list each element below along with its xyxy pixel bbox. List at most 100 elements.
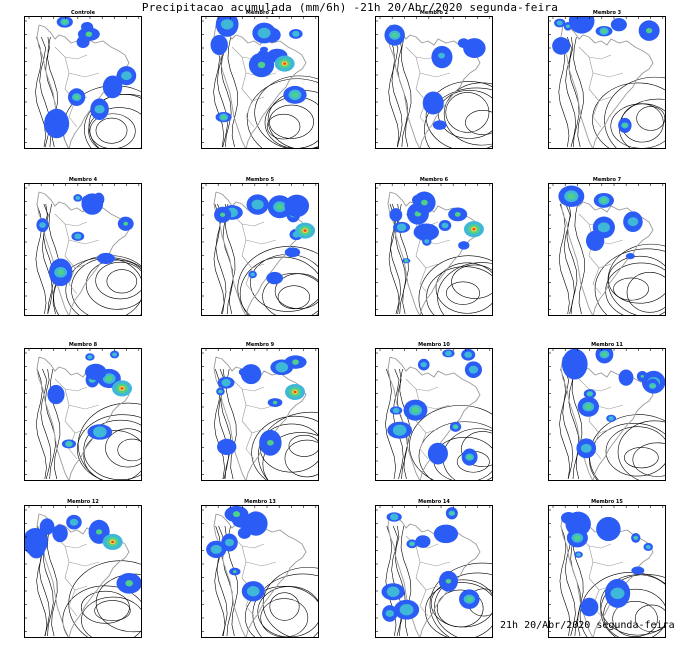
precipitation-field [387, 349, 483, 466]
forecast-map-panel [548, 183, 666, 316]
map-canvas [25, 17, 141, 148]
forecast-map-panel [375, 505, 493, 638]
forecast-map-panel [548, 16, 666, 149]
forecast-map-panel [375, 348, 493, 481]
forecast-map-panel [24, 16, 142, 149]
country-borders [578, 46, 624, 128]
country-borders [231, 213, 277, 295]
map-canvas [376, 184, 492, 315]
panel-label: Membro 4 [68, 177, 98, 183]
map-canvas [549, 349, 665, 480]
precipitation-field [561, 349, 665, 459]
precipitation-field [552, 17, 660, 134]
country-borders [54, 46, 100, 128]
forecast-map-panel [375, 183, 493, 316]
precipitation-field [560, 511, 653, 617]
country-borders [405, 378, 451, 460]
coastline [387, 191, 481, 315]
map-canvas [202, 506, 318, 637]
axis-ticks [549, 17, 664, 143]
precipitation-field [210, 17, 307, 123]
panel-label: Membro 13 [244, 499, 276, 505]
forecast-map-panel [24, 505, 142, 638]
country-borders [578, 378, 624, 460]
isobar-contours [558, 36, 665, 148]
isobar-contours [558, 203, 665, 315]
panel-label: Membro 10 [418, 342, 450, 348]
forecast-map-panel [24, 348, 142, 481]
axis-ticks [25, 506, 140, 632]
precipitation-field [216, 355, 307, 456]
axis-ticks [25, 17, 140, 143]
footer-timestamp: 21h 20/Abr/2020 segunda-feira [500, 620, 675, 631]
forecast-map-panel [24, 183, 142, 316]
country-borders [405, 46, 451, 128]
map-canvas [25, 506, 141, 637]
country-borders [54, 535, 100, 617]
axis-ticks [202, 349, 317, 475]
axis-ticks [376, 17, 491, 143]
map-canvas [376, 17, 492, 148]
forecast-map-panel [201, 183, 319, 316]
panel-label: Membro 14 [418, 499, 450, 505]
map-canvas [202, 184, 318, 315]
panel-label: Membro 8 [68, 342, 98, 348]
country-borders [54, 378, 100, 460]
map-canvas [376, 349, 492, 480]
country-borders [231, 535, 277, 617]
panel-label: Membro 6 [419, 177, 449, 183]
map-canvas [549, 17, 665, 148]
isobar-contours [388, 203, 492, 315]
axis-ticks [202, 17, 317, 143]
axis-ticks [549, 349, 664, 475]
country-borders [578, 535, 624, 617]
axis-ticks [376, 506, 491, 632]
panel-label: Membro 15 [591, 499, 623, 505]
panel-label: Membro 12 [67, 499, 99, 505]
axis-ticks [202, 506, 317, 632]
precipitation-field [381, 507, 480, 622]
forecast-map-panel [201, 505, 319, 638]
precipitation-field [25, 514, 141, 594]
forecast-map-panel [548, 348, 666, 481]
forecast-map-panel [201, 16, 319, 149]
coastline [387, 513, 481, 637]
coastline [560, 191, 654, 315]
country-borders [231, 46, 277, 128]
coastline [36, 191, 130, 315]
panel-label: Controle [70, 10, 96, 16]
precipitation-field [389, 191, 484, 264]
map-canvas [549, 506, 665, 637]
panel-label: Membro 7 [592, 177, 622, 183]
axis-ticks [549, 506, 664, 632]
panel-label: Membro 1 [245, 10, 275, 16]
precipitation-field [214, 194, 316, 285]
country-borders [54, 213, 100, 295]
forecast-map-panel [375, 16, 493, 149]
panel-label: Membro 2 [419, 10, 449, 16]
precipitation-field [44, 17, 137, 139]
axis-ticks [25, 349, 140, 475]
precipitation-field [384, 24, 486, 130]
map-canvas [376, 506, 492, 637]
country-borders [231, 378, 277, 460]
forecast-map-panel [548, 505, 666, 638]
map-canvas [202, 349, 318, 480]
precipitation-field [558, 185, 643, 260]
panel-label: Membro 9 [245, 342, 275, 348]
panel-label: Membro 5 [245, 177, 275, 183]
axis-ticks [549, 184, 664, 310]
map-canvas [202, 17, 318, 148]
panel-label: Membro 11 [591, 342, 623, 348]
axis-ticks [376, 349, 491, 475]
precipitation-field [206, 506, 268, 602]
map-canvas [549, 184, 665, 315]
map-canvas [25, 349, 141, 480]
forecast-map-panel [201, 348, 319, 481]
precipitation-field [36, 192, 134, 287]
chart-title: Precipitacao acumulada (mm/6h) -21h 20/A… [141, 1, 559, 14]
axis-ticks [202, 184, 317, 310]
panel-label: Membro 3 [592, 10, 622, 16]
map-canvas [25, 184, 141, 315]
axis-ticks [25, 184, 140, 310]
